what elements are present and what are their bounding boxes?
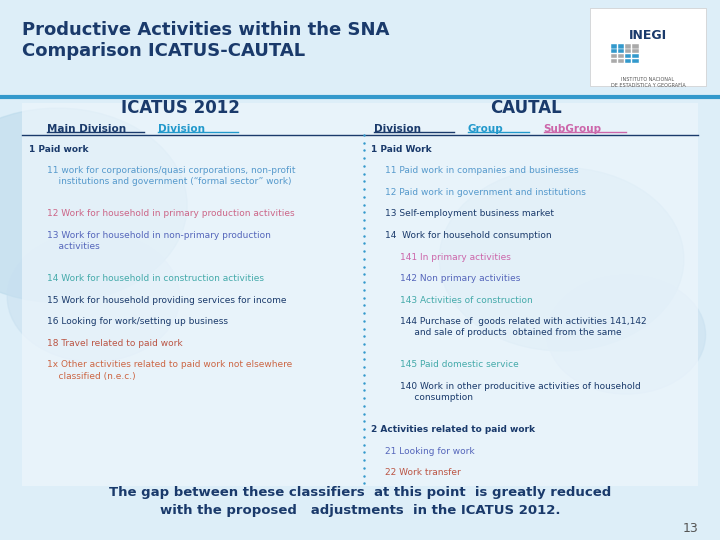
Text: 22 Work transfer: 22 Work transfer bbox=[385, 468, 461, 477]
Text: 142 Non primary activities: 142 Non primary activities bbox=[400, 274, 520, 283]
Text: 13 Work for household in non-primary production
    activities: 13 Work for household in non-primary pro… bbox=[47, 231, 271, 251]
Text: Division: Division bbox=[374, 124, 421, 133]
Text: 1 Paid Work: 1 Paid Work bbox=[371, 145, 431, 154]
FancyBboxPatch shape bbox=[618, 59, 624, 63]
Text: 145 Paid domestic service: 145 Paid domestic service bbox=[400, 361, 518, 369]
FancyBboxPatch shape bbox=[625, 49, 631, 53]
FancyBboxPatch shape bbox=[632, 44, 639, 49]
FancyBboxPatch shape bbox=[22, 103, 698, 486]
Text: Division: Division bbox=[158, 124, 205, 133]
Circle shape bbox=[0, 108, 187, 302]
Text: 18 Travel related to paid work: 18 Travel related to paid work bbox=[47, 339, 182, 348]
Text: SubGroup: SubGroup bbox=[544, 124, 602, 133]
Text: 12 Paid work in government and institutions: 12 Paid work in government and instituti… bbox=[385, 188, 586, 197]
Text: 13 Self-employment business market: 13 Self-employment business market bbox=[385, 210, 554, 219]
Text: 15 Work for household providing services for income: 15 Work for household providing services… bbox=[47, 296, 287, 305]
FancyBboxPatch shape bbox=[632, 59, 639, 63]
Text: 12 Work for household in primary production activities: 12 Work for household in primary product… bbox=[47, 210, 294, 219]
Text: 13: 13 bbox=[683, 522, 698, 535]
Text: 14  Work for household consumption: 14 Work for household consumption bbox=[385, 231, 552, 240]
Text: 14 Work for household in construction activities: 14 Work for household in construction ac… bbox=[47, 274, 264, 283]
Text: 2 Activities related to paid work: 2 Activities related to paid work bbox=[371, 425, 535, 434]
Text: 1 Paid work: 1 Paid work bbox=[29, 145, 89, 154]
Text: 11 work for corporations/quasi corporations, non-profit
    institutions and gov: 11 work for corporations/quasi corporati… bbox=[47, 166, 295, 186]
Text: Main Division: Main Division bbox=[47, 124, 126, 133]
FancyBboxPatch shape bbox=[625, 54, 631, 58]
FancyBboxPatch shape bbox=[625, 59, 631, 63]
FancyBboxPatch shape bbox=[618, 54, 624, 58]
FancyBboxPatch shape bbox=[632, 49, 639, 53]
FancyBboxPatch shape bbox=[611, 44, 617, 49]
Text: CAUTAL: CAUTAL bbox=[490, 99, 562, 117]
FancyBboxPatch shape bbox=[632, 54, 639, 58]
Text: Productive Activities within the SNA
Comparison ICATUS-CAUTAL: Productive Activities within the SNA Com… bbox=[22, 21, 389, 60]
FancyBboxPatch shape bbox=[0, 0, 720, 97]
Circle shape bbox=[7, 232, 180, 362]
FancyBboxPatch shape bbox=[618, 49, 624, 53]
Text: 144 Purchase of  goods related with activities 141,142
     and sale of products: 144 Purchase of goods related with activ… bbox=[400, 318, 647, 338]
Text: 140 Work in other producitive activities of household
     consumption: 140 Work in other producitive activities… bbox=[400, 382, 640, 402]
Text: 143 Activities of construction: 143 Activities of construction bbox=[400, 296, 532, 305]
Text: 16 Looking for work/setting up business: 16 Looking for work/setting up business bbox=[47, 318, 228, 326]
FancyBboxPatch shape bbox=[618, 44, 624, 49]
Text: 21 Looking for work: 21 Looking for work bbox=[385, 447, 474, 456]
FancyBboxPatch shape bbox=[611, 54, 617, 58]
Text: 141 In primary activities: 141 In primary activities bbox=[400, 253, 510, 261]
FancyBboxPatch shape bbox=[625, 44, 631, 49]
Text: ICATUS 2012: ICATUS 2012 bbox=[120, 99, 240, 117]
Text: 1x Other activities related to paid work not elsewhere
    classified (n.e.c.): 1x Other activities related to paid work… bbox=[47, 361, 292, 381]
Text: INSTITUTO NACIONAL
DE ESTADÍSTICA Y GEOGRAFÍA: INSTITUTO NACIONAL DE ESTADÍSTICA Y GEOG… bbox=[611, 77, 685, 88]
Text: Group: Group bbox=[468, 124, 504, 133]
FancyBboxPatch shape bbox=[590, 8, 706, 86]
Circle shape bbox=[439, 167, 684, 351]
Text: The gap between these classifiers  at this point  is greatly reduced
with the pr: The gap between these classifiers at thi… bbox=[109, 485, 611, 517]
Text: INEGI: INEGI bbox=[629, 29, 667, 42]
FancyBboxPatch shape bbox=[611, 59, 617, 63]
FancyBboxPatch shape bbox=[611, 49, 617, 53]
Circle shape bbox=[547, 275, 706, 394]
Text: 11 Paid work in companies and businesses: 11 Paid work in companies and businesses bbox=[385, 166, 579, 176]
